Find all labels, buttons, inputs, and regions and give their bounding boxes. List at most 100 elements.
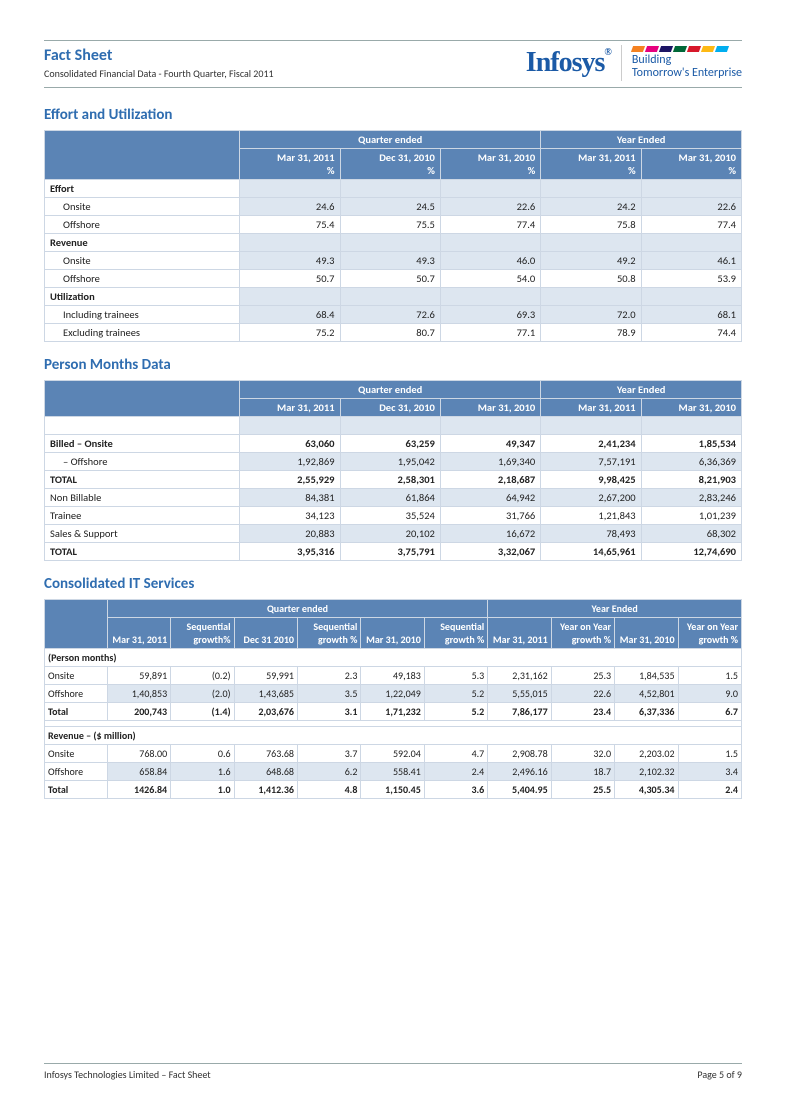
table-cell: 2,41,234 <box>541 435 641 453</box>
table-cell: 49,347 <box>440 435 540 453</box>
row-label: Offshore <box>45 270 240 288</box>
table-cell: 592.04 <box>361 745 424 763</box>
table-cell: 23.4 <box>551 703 614 721</box>
table-cell: 658.84 <box>107 763 170 781</box>
table-cell: 34,123 <box>240 507 340 525</box>
table-cell: 5.3 <box>424 667 487 685</box>
row-label: Excluding trainees <box>45 324 240 342</box>
table-cell: 2,908.78 <box>488 745 551 763</box>
table-cell: 49.2 <box>541 252 641 270</box>
table-cell: 31,766 <box>440 507 540 525</box>
col-header: Year on Year growth % <box>678 618 741 649</box>
row-label: Onsite <box>45 667 108 685</box>
row-header: Utilization <box>45 288 240 306</box>
row-label: Sales & Support <box>45 525 240 543</box>
table-cell: 74.4 <box>641 324 741 342</box>
table-cell: 25.3 <box>551 667 614 685</box>
table-cell: 1,95,042 <box>340 453 440 471</box>
table-cell: 2,102.32 <box>615 763 678 781</box>
page-subtitle: Consolidated Financial Data - Fourth Qua… <box>44 67 274 80</box>
table-cell: 50.7 <box>240 270 340 288</box>
table-cell: 763.68 <box>234 745 297 763</box>
table-cell: 2.3 <box>297 667 360 685</box>
table-cell: 18.7 <box>551 763 614 781</box>
stripe-icon <box>659 46 673 52</box>
col-group: Quarter ended <box>240 131 541 149</box>
table-cell: 9,98,425 <box>541 471 641 489</box>
table-cell: 78,493 <box>541 525 641 543</box>
col-header: Mar 31, 2010% <box>641 149 741 180</box>
table-cell: 78.9 <box>541 324 641 342</box>
table-cell: 2,203.02 <box>615 745 678 763</box>
section-label: (Person months) <box>45 649 742 667</box>
table-cell: 200,743 <box>107 703 170 721</box>
effort-utilization-table: Quarter endedYear EndedMar 31, 2011%Dec … <box>44 130 742 342</box>
col-header: Mar 31, 2010% <box>440 149 540 180</box>
row-label: Offshore <box>45 685 108 703</box>
table-cell: 6,37,336 <box>615 703 678 721</box>
table-cell: 3.1 <box>297 703 360 721</box>
table-cell: 2,83,246 <box>641 489 741 507</box>
vertical-divider <box>621 45 622 81</box>
row-header: Revenue <box>45 234 240 252</box>
table-cell: 84,381 <box>240 489 340 507</box>
col-header: Dec 31, 2010 <box>340 399 440 417</box>
table-cell: 54.0 <box>440 270 540 288</box>
table-cell: 4.7 <box>424 745 487 763</box>
table-cell: 1,71,232 <box>361 703 424 721</box>
table-cell: 768.00 <box>107 745 170 763</box>
table-cell: 3.4 <box>678 763 741 781</box>
col-group: Quarter ended <box>240 381 541 399</box>
row-label: Onsite <box>45 745 108 763</box>
person-months-table: Quarter endedYear EndedMar 31, 2011Dec 3… <box>44 380 742 561</box>
table-cell: 2,03,676 <box>234 703 297 721</box>
table-cell: 1,84,535 <box>615 667 678 685</box>
row-label: TOTAL <box>45 543 240 561</box>
table-cell: 9.0 <box>678 685 741 703</box>
table-cell: 64,942 <box>440 489 540 507</box>
table-cell: 1,01,239 <box>641 507 741 525</box>
table-cell: 5.2 <box>424 685 487 703</box>
table-cell: 22.6 <box>641 198 741 216</box>
table-cell: 7,86,177 <box>488 703 551 721</box>
stripe-icon <box>632 46 742 52</box>
page-title: Fact Sheet <box>44 46 274 65</box>
stripe-icon <box>701 46 715 52</box>
row-label: Offshore <box>45 763 108 781</box>
table-cell: 7,57,191 <box>541 453 641 471</box>
table-cell: 4.8 <box>297 781 360 799</box>
table-cell: 1.5 <box>678 745 741 763</box>
table-cell: 6,36,369 <box>641 453 741 471</box>
table-cell: 2,496.16 <box>488 763 551 781</box>
table-cell: 72.0 <box>541 306 641 324</box>
table-cell: 72.6 <box>340 306 440 324</box>
table-cell: 1,412.36 <box>234 781 297 799</box>
section-title-effort: Effort and Utilization <box>44 106 742 124</box>
table-cell: 50.8 <box>541 270 641 288</box>
tagline-line2: Tomorrow's Enterprise <box>632 67 742 80</box>
table-cell: 6.7 <box>678 703 741 721</box>
table-cell: 1,150.45 <box>361 781 424 799</box>
table-cell: 2,58,301 <box>340 471 440 489</box>
page-footer: Infosys Technologies Limited – Fact Shee… <box>44 1063 742 1081</box>
table-cell: 1.0 <box>171 781 234 799</box>
table-cell: 2,31,162 <box>488 667 551 685</box>
table-cell: 3,75,791 <box>340 543 440 561</box>
col-header: Sequential growth % <box>424 618 487 649</box>
table-cell: 49,183 <box>361 667 424 685</box>
table-cell: 63,060 <box>240 435 340 453</box>
table-cell: 35,524 <box>340 507 440 525</box>
col-header: Mar 31, 2011% <box>541 149 641 180</box>
table-cell: 4,305.34 <box>615 781 678 799</box>
table-cell: 59,891 <box>107 667 170 685</box>
table-cell: 5.2 <box>424 703 487 721</box>
table-cell: 1.5 <box>678 667 741 685</box>
table-cell: 8,21,903 <box>641 471 741 489</box>
table-cell: 63,259 <box>340 435 440 453</box>
table-cell: 2,55,929 <box>240 471 340 489</box>
table-cell: 75.2 <box>240 324 340 342</box>
table-cell: 50.7 <box>340 270 440 288</box>
table-cell: 61,864 <box>340 489 440 507</box>
stripe-icon <box>645 46 659 52</box>
table-cell: 6.2 <box>297 763 360 781</box>
